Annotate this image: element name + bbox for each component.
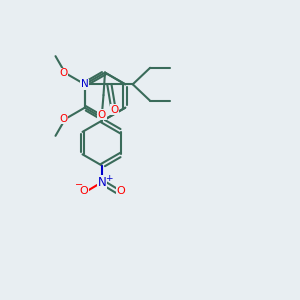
Text: +: + (105, 174, 112, 183)
Text: N: N (81, 79, 88, 89)
Text: O: O (60, 114, 68, 124)
Text: O: O (116, 186, 125, 196)
Text: N: N (98, 176, 106, 189)
Text: −: − (74, 180, 83, 190)
Text: O: O (80, 186, 88, 196)
Text: O: O (60, 68, 68, 78)
Text: O: O (98, 110, 106, 120)
Text: O: O (110, 104, 118, 115)
